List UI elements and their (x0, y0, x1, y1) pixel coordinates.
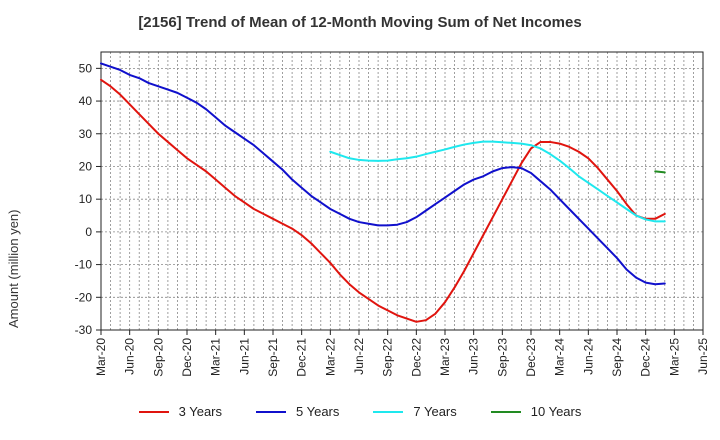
y-tick-label: 40 (79, 94, 93, 108)
legend-swatch (373, 410, 404, 413)
y-tick-label: -10 (75, 258, 93, 272)
plot-area (101, 52, 703, 330)
legend-label: 3 Years (178, 404, 222, 419)
legend: 3 Years 5 Years 7 Years 10 Years (0, 404, 720, 419)
x-tick-label: Dec-21 (295, 338, 309, 377)
legend-swatch (138, 410, 169, 413)
legend-swatch (256, 410, 286, 413)
x-tick-label: Sep-23 (495, 338, 509, 377)
series-line-5-years (100, 62, 666, 286)
x-tick-label: Jun-23 (467, 338, 481, 375)
y-tick-label: 0 (85, 225, 92, 239)
legend-item-10-years: 10 Years (490, 404, 582, 419)
legend-label: 10 Years (530, 404, 582, 419)
x-tick-label: Dec-24 (639, 338, 653, 377)
y-tick-label: 50 (79, 61, 93, 75)
x-tick-label: Mar-20 (94, 338, 108, 376)
x-tick-label: Mar-21 (209, 338, 223, 376)
x-tick-label: Dec-22 (409, 338, 423, 377)
legend-label: 5 Years (296, 404, 340, 419)
x-tick-label: Jun-20 (123, 338, 137, 375)
legend-item-3-years: 3 Years (138, 404, 222, 419)
y-tick-label: 20 (79, 159, 93, 173)
legend-swatch (490, 410, 521, 413)
x-tick-label: Jun-22 (352, 338, 366, 375)
x-tick-label: Sep-20 (151, 338, 165, 377)
x-tick-label: Sep-21 (266, 338, 280, 377)
x-tick-label: Mar-24 (553, 338, 567, 376)
chart-title: [2156] Trend of Mean of 12-Month Moving … (138, 14, 582, 31)
x-tick-label: Mar-22 (323, 338, 337, 376)
plot-frame (100, 51, 704, 331)
x-tick-label: Sep-22 (381, 338, 395, 377)
series-line-3-years (100, 78, 666, 323)
x-tick-label: Dec-23 (524, 338, 538, 377)
y-tick-label: 10 (79, 192, 93, 206)
x-tick-label: Jun-21 (237, 338, 251, 375)
x-tick-label: Mar-25 (667, 338, 681, 376)
x-tick-label: Jun-25 (696, 338, 710, 375)
legend-item-7-years: 7 Years (373, 404, 457, 419)
legend-item-5-years: 5 Years (256, 404, 339, 419)
series-line-10-years (654, 170, 666, 174)
y-tick-label: -20 (75, 290, 93, 304)
series-line-7-years (329, 140, 666, 223)
x-tick-label: Jun-24 (581, 338, 595, 375)
y-tick-label: 30 (79, 127, 93, 141)
legend-label: 7 Years (413, 404, 457, 419)
y-tick-label: -30 (75, 323, 93, 337)
x-tick-label: Mar-23 (438, 338, 452, 376)
x-tick-label: Dec-20 (180, 338, 194, 377)
x-tick-label: Sep-24 (610, 338, 624, 377)
